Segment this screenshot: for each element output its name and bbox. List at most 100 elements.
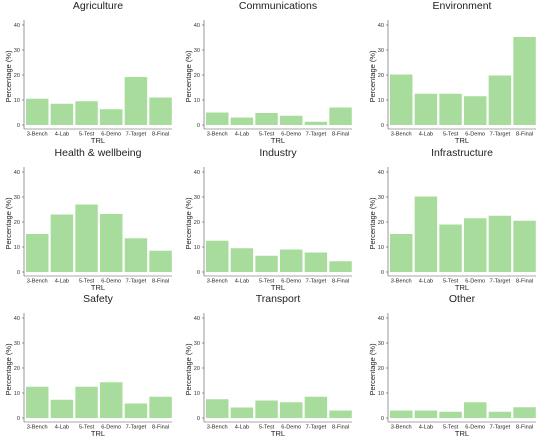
panel-environment: Environment 0 10 20 30 40 Percentage (%) 3-Benc… <box>368 0 536 145</box>
x-tick-label: 3-Bench <box>207 279 228 285</box>
bar <box>329 410 352 418</box>
x-tick-label: 6-Demo <box>465 132 485 138</box>
x-tick-label: 7-Target <box>306 132 327 138</box>
x-tick-label: 5-Test <box>79 279 95 285</box>
bar <box>206 399 229 418</box>
x-tick-label: 5-Test <box>259 425 275 431</box>
bar <box>230 117 254 125</box>
x-tick-label: 3-Bench <box>391 279 412 285</box>
x-tick-label: 3-Bench <box>391 132 412 138</box>
bar <box>414 196 438 272</box>
panel-communications: Communications 0 10 20 30 40 Percentage (%) 3-B… <box>184 0 352 145</box>
y-tick-label: 40 <box>378 23 384 29</box>
bar <box>255 400 278 418</box>
bar <box>390 410 413 418</box>
x-tick-label: 8-Final <box>152 132 169 138</box>
bar <box>439 224 462 272</box>
y-tick-label: 30 <box>378 341 384 347</box>
y-axis-label: Percentage (%) <box>368 50 377 103</box>
y-tick-label: 0 <box>381 270 384 276</box>
y-tick-label: 40 <box>378 170 384 176</box>
y-axis-label: Percentage (%) <box>368 343 377 396</box>
x-tick-label: 5-Test <box>443 132 459 138</box>
x-tick-label: 8-Final <box>516 425 533 431</box>
y-tick-label: 10 <box>378 391 384 397</box>
bar <box>124 238 148 272</box>
x-tick-label: 7-Target <box>306 425 327 431</box>
panel-health-wellbeing: Health & wellbeing 0 10 20 30 40 Percentage (%… <box>4 147 172 292</box>
y-tick-label: 0 <box>197 123 200 129</box>
bar <box>230 248 254 272</box>
x-tick-label: 4-Lab <box>235 132 249 138</box>
x-tick-label: 4-Lab <box>235 425 249 431</box>
y-axis-label: Percentage (%) <box>184 197 193 250</box>
panel-title: Communications <box>239 0 317 12</box>
y-tick-label: 20 <box>14 73 20 79</box>
y-tick-label: 10 <box>14 391 20 397</box>
bar <box>26 234 49 272</box>
x-tick-label: 7-Target <box>306 279 327 285</box>
y-tick-label: 10 <box>194 98 200 104</box>
bar <box>488 75 512 125</box>
y-tick-label: 30 <box>14 48 20 54</box>
bar <box>75 386 98 418</box>
x-tick-label: 6-Demo <box>465 279 485 285</box>
y-axis-label: Percentage (%) <box>4 343 13 396</box>
x-tick-label: 3-Bench <box>391 425 412 431</box>
bar <box>513 37 536 125</box>
x-tick-label: 6-Demo <box>465 425 485 431</box>
x-tick-label: 3-Bench <box>27 279 48 285</box>
y-axis-label: Percentage (%) <box>4 50 13 103</box>
panel-transport: Transport 0 10 20 30 40 Percentage (%) 3-Bench 4… <box>184 293 352 438</box>
x-tick-label: 6-Demo <box>281 132 301 138</box>
x-tick-label: 4-Lab <box>55 425 69 431</box>
panel-title: Environment <box>433 0 492 12</box>
x-tick-label: 6-Demo <box>101 279 121 285</box>
bar <box>26 386 49 418</box>
panel-title: Industry <box>259 147 297 159</box>
bar <box>100 382 123 418</box>
y-tick-label: 0 <box>197 270 200 276</box>
x-tick-label: 4-Lab <box>419 425 433 431</box>
bar <box>255 113 278 125</box>
bar <box>304 396 328 418</box>
y-tick-label: 20 <box>378 366 384 372</box>
y-tick-label: 10 <box>14 98 20 104</box>
x-axis-label: TRL <box>271 429 285 438</box>
y-tick-label: 40 <box>14 23 20 29</box>
bar <box>50 103 74 125</box>
x-tick-label: 8-Final <box>152 425 169 431</box>
panel-title: Safety <box>83 293 114 305</box>
bar <box>329 107 352 125</box>
bar <box>390 234 413 272</box>
panel-safety: Safety 0 10 20 30 40 Percentage (%) 3-Bench 4-La… <box>4 293 172 438</box>
y-tick-label: 10 <box>378 245 384 251</box>
bar <box>304 252 328 272</box>
y-tick-label: 30 <box>194 195 200 201</box>
bar <box>206 240 229 272</box>
bar <box>329 261 352 272</box>
x-tick-label: 7-Target <box>490 132 511 138</box>
panel-title: Health & wellbeing <box>55 147 142 159</box>
y-tick-label: 0 <box>381 123 384 129</box>
x-tick-label: 7-Target <box>490 279 511 285</box>
x-tick-label: 6-Demo <box>281 279 301 285</box>
bar <box>100 214 123 272</box>
bar <box>26 98 49 125</box>
panel-title: Transport <box>256 293 301 305</box>
bar <box>280 115 303 125</box>
y-tick-label: 10 <box>14 245 20 251</box>
x-tick-label: 6-Demo <box>101 425 121 431</box>
x-tick-label: 4-Lab <box>55 132 69 138</box>
bar <box>280 249 303 272</box>
bar <box>149 396 172 418</box>
bar <box>50 399 74 418</box>
panel-agriculture: Agriculture 0 10 20 30 40 Percentage (%) 3-Benc… <box>4 0 172 145</box>
y-tick-label: 10 <box>378 98 384 104</box>
y-tick-label: 0 <box>17 416 20 422</box>
panel-infrastructure: Infrastructure 0 10 20 30 40 Percentage (%) 3-B… <box>368 147 536 292</box>
bar <box>206 112 229 125</box>
y-tick-label: 20 <box>194 366 200 372</box>
x-tick-label: 3-Bench <box>207 132 228 138</box>
y-tick-label: 30 <box>378 48 384 54</box>
